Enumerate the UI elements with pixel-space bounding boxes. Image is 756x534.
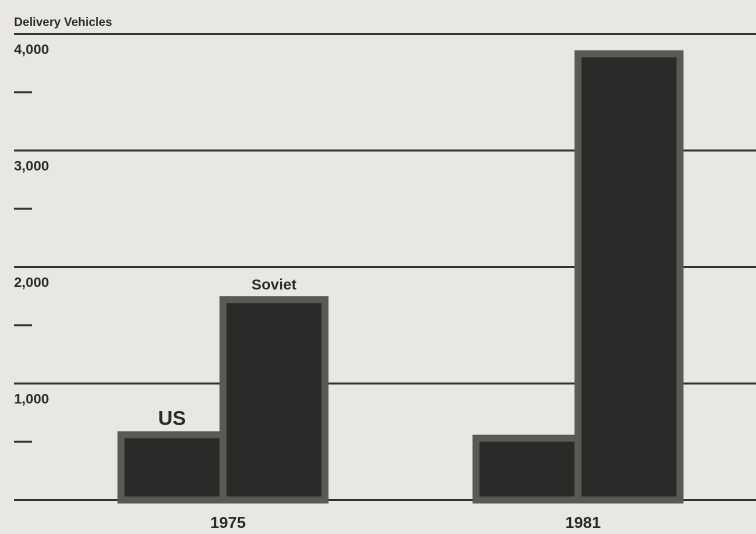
y-axis-label: Delivery Vehicles: [14, 15, 112, 29]
y-tick-label: 1,000: [14, 391, 49, 407]
y-tick-label: 2,000: [14, 274, 49, 290]
bar: [574, 50, 684, 504]
bar: [219, 296, 329, 504]
bar: [117, 431, 227, 504]
bar: [472, 434, 582, 504]
series-label: US: [158, 408, 186, 430]
x-tick-label: 1975: [210, 515, 246, 532]
series-label: Soviet: [251, 277, 296, 294]
y-tick-label: 4,000: [14, 41, 49, 57]
x-tick-label: 1981: [565, 515, 601, 532]
y-tick-label: 3,000: [14, 158, 49, 174]
